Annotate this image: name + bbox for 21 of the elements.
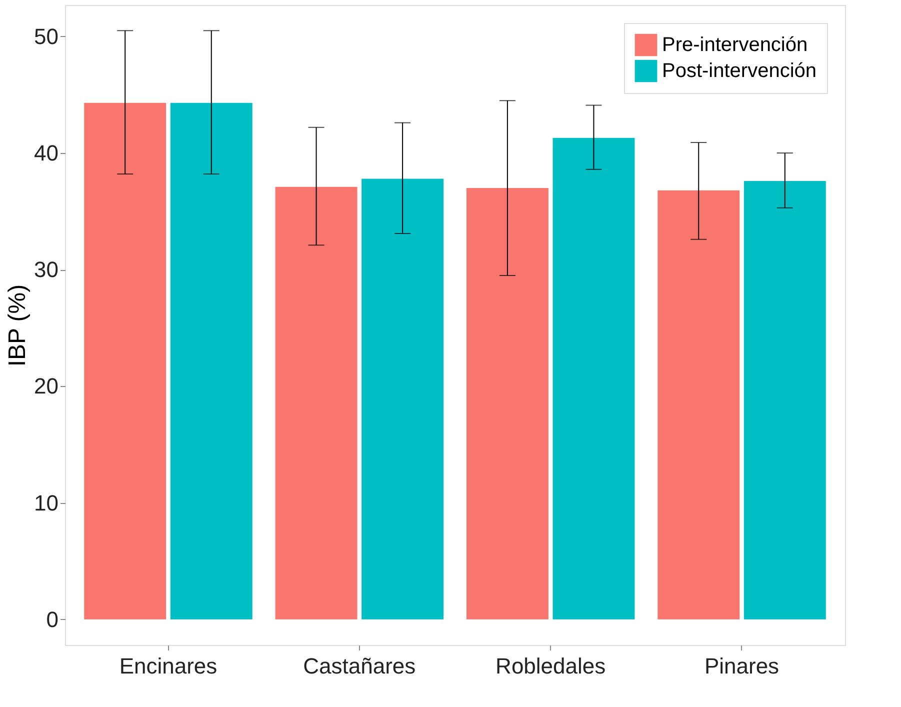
bar	[84, 102, 166, 620]
legend-label: Post-intervención	[662, 60, 817, 82]
y-tick-label: 20	[34, 374, 58, 399]
bar	[552, 138, 635, 620]
bar	[466, 188, 548, 620]
bar	[362, 178, 444, 620]
y-tick-label: 40	[34, 140, 58, 166]
x-tick-label: Encinares	[119, 654, 218, 678]
bar	[658, 190, 740, 620]
x-tick-label: Castañares	[303, 654, 416, 678]
y-tick-label: 30	[34, 257, 58, 282]
bar	[744, 181, 826, 620]
bar	[275, 186, 358, 620]
y-tick-label: 10	[34, 490, 58, 516]
legend-label: Pre-intervención	[662, 34, 808, 56]
x-tick-label: Robledales	[496, 654, 606, 678]
y-tick-label: 50	[34, 24, 58, 49]
y-tick-label: 0	[46, 606, 58, 632]
y-axis-title: IBP (%)	[4, 284, 32, 367]
x-tick-label: Pinares	[704, 654, 780, 678]
bar	[170, 102, 252, 620]
